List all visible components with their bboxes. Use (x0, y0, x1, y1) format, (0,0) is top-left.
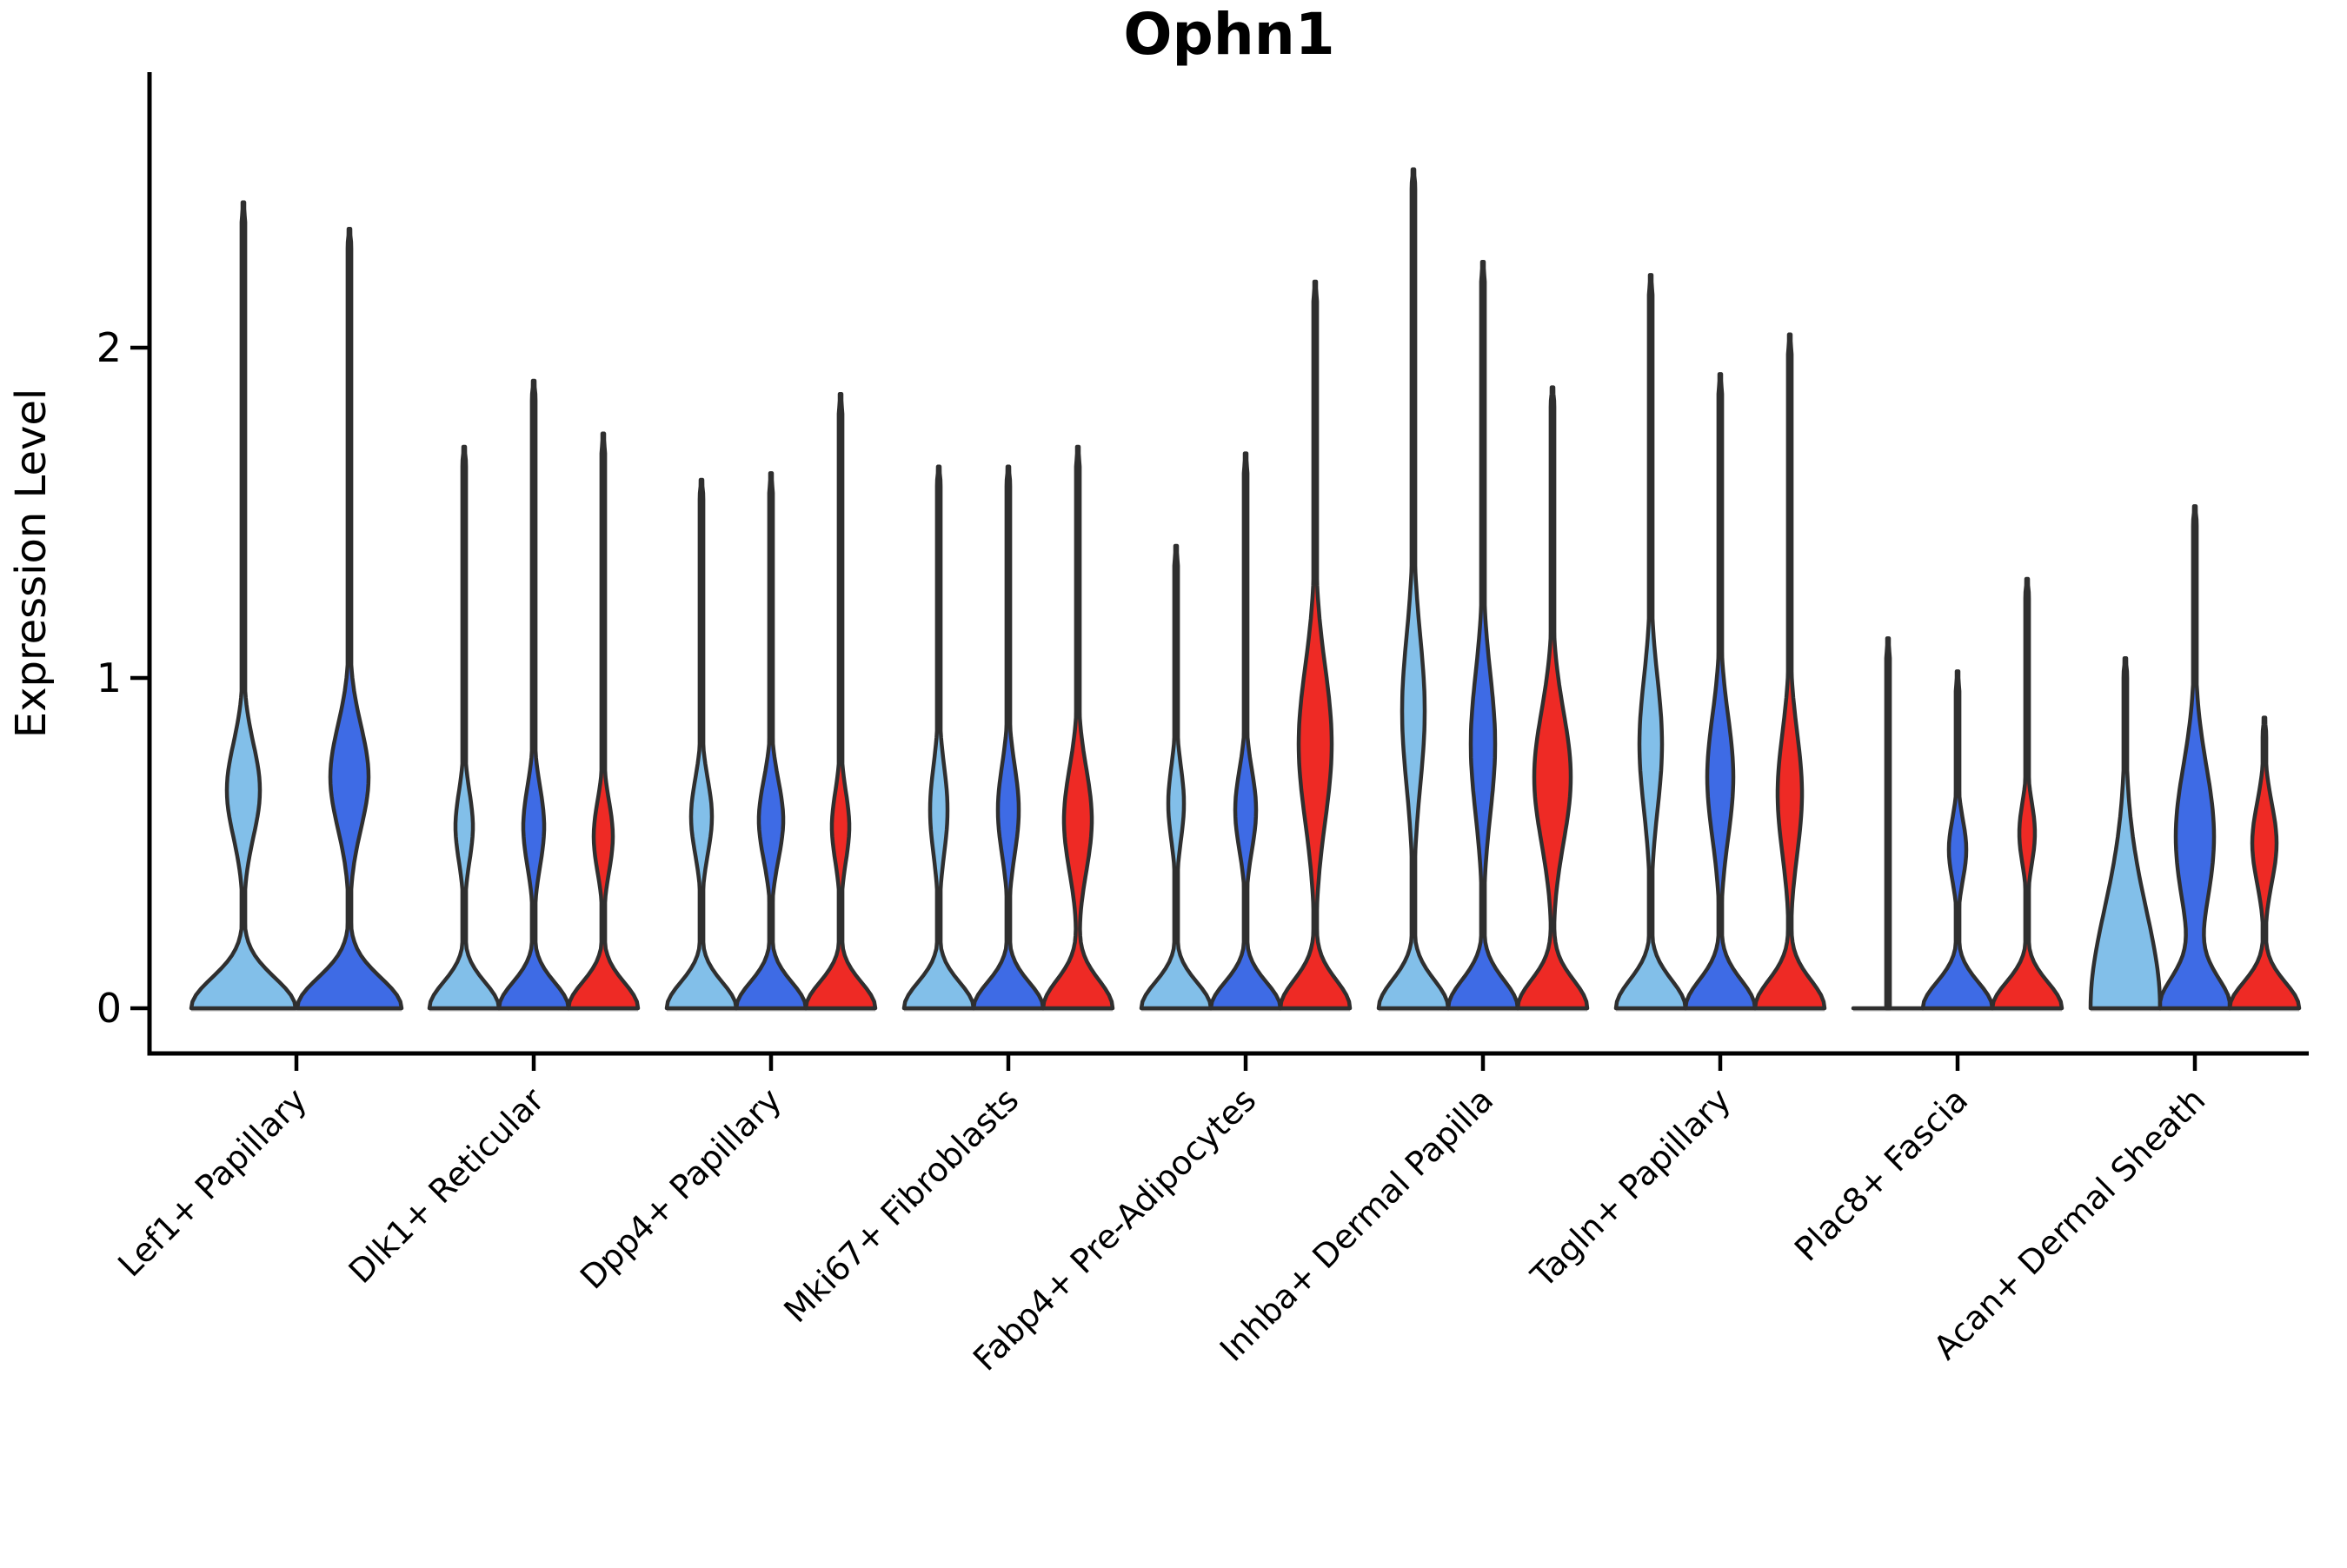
x-tick-label: Mki67+ Fibroblasts (776, 1080, 1026, 1330)
violin-mki67-blue (971, 464, 1046, 1011)
violin-inhba-red (1515, 385, 1590, 1011)
x-tick-label: Dlk1+ Reticular (342, 1080, 552, 1291)
y-tick-label: 0 (96, 985, 122, 1032)
y-tick-label: 1 (96, 654, 122, 701)
violin-mki67-light-blue (901, 464, 976, 1011)
violin-fabp4-blue (1208, 451, 1283, 1011)
x-tick-label: Lef1+ Papillary (110, 1080, 314, 1284)
violin-acan-red (2227, 715, 2302, 1011)
x-tick-label: Dpp4+ Papillary (573, 1080, 788, 1296)
violin-acan-light-blue (2088, 655, 2163, 1011)
y-axis-label: Expression Level (7, 389, 56, 739)
x-tick-label: Tagln+ Papillary (1523, 1080, 1738, 1295)
violin-dpp4-red (803, 391, 878, 1011)
violin-plac8-light-blue (1884, 636, 1892, 1011)
x-tick-label: Inhba+ Dermal Papilla (1213, 1080, 1501, 1369)
violin-dlk1-red (566, 431, 641, 1011)
violin-lef1-blue (295, 226, 404, 1011)
y-tick-label: 2 (96, 324, 122, 371)
violin-tagln-light-blue (1613, 273, 1688, 1011)
violin-mki67-red (1041, 444, 1115, 1011)
violin-acan-blue (2158, 504, 2232, 1011)
x-tick-label: Fabp4+ Pre-Adipocytes (966, 1080, 1263, 1378)
axes: 0 1 2 Lef1+ Papillary Dlk1+ Reticular Dpp4+ P… (96, 72, 2309, 1379)
violin-inhba-light-blue (1376, 167, 1451, 1011)
violin-fabp4-red (1278, 279, 1353, 1011)
violin-lef1-light-blue (189, 200, 298, 1011)
violin-tagln-red (1752, 332, 1827, 1011)
violin-dpp4-light-blue (664, 477, 739, 1011)
violin-dpp4-blue (734, 471, 808, 1011)
violin-tagln-blue (1683, 372, 1758, 1011)
violin-plac8-blue (1920, 669, 1995, 1011)
violin-fabp4-light-blue (1139, 543, 1213, 1011)
violin-plac8-red (1990, 576, 2064, 1011)
violin-inhba-blue (1446, 259, 1520, 1011)
x-tick-label: Acan+ Dermal Sheath (1926, 1080, 2212, 1366)
x-tick-label: Plac8+ Fascia (1787, 1080, 1975, 1268)
violin-dlk1-light-blue (427, 444, 502, 1011)
chart-title: Ophn1 (1123, 1, 1334, 68)
violin-dlk1-blue (496, 378, 571, 1011)
violin-bodies (189, 167, 2302, 1011)
